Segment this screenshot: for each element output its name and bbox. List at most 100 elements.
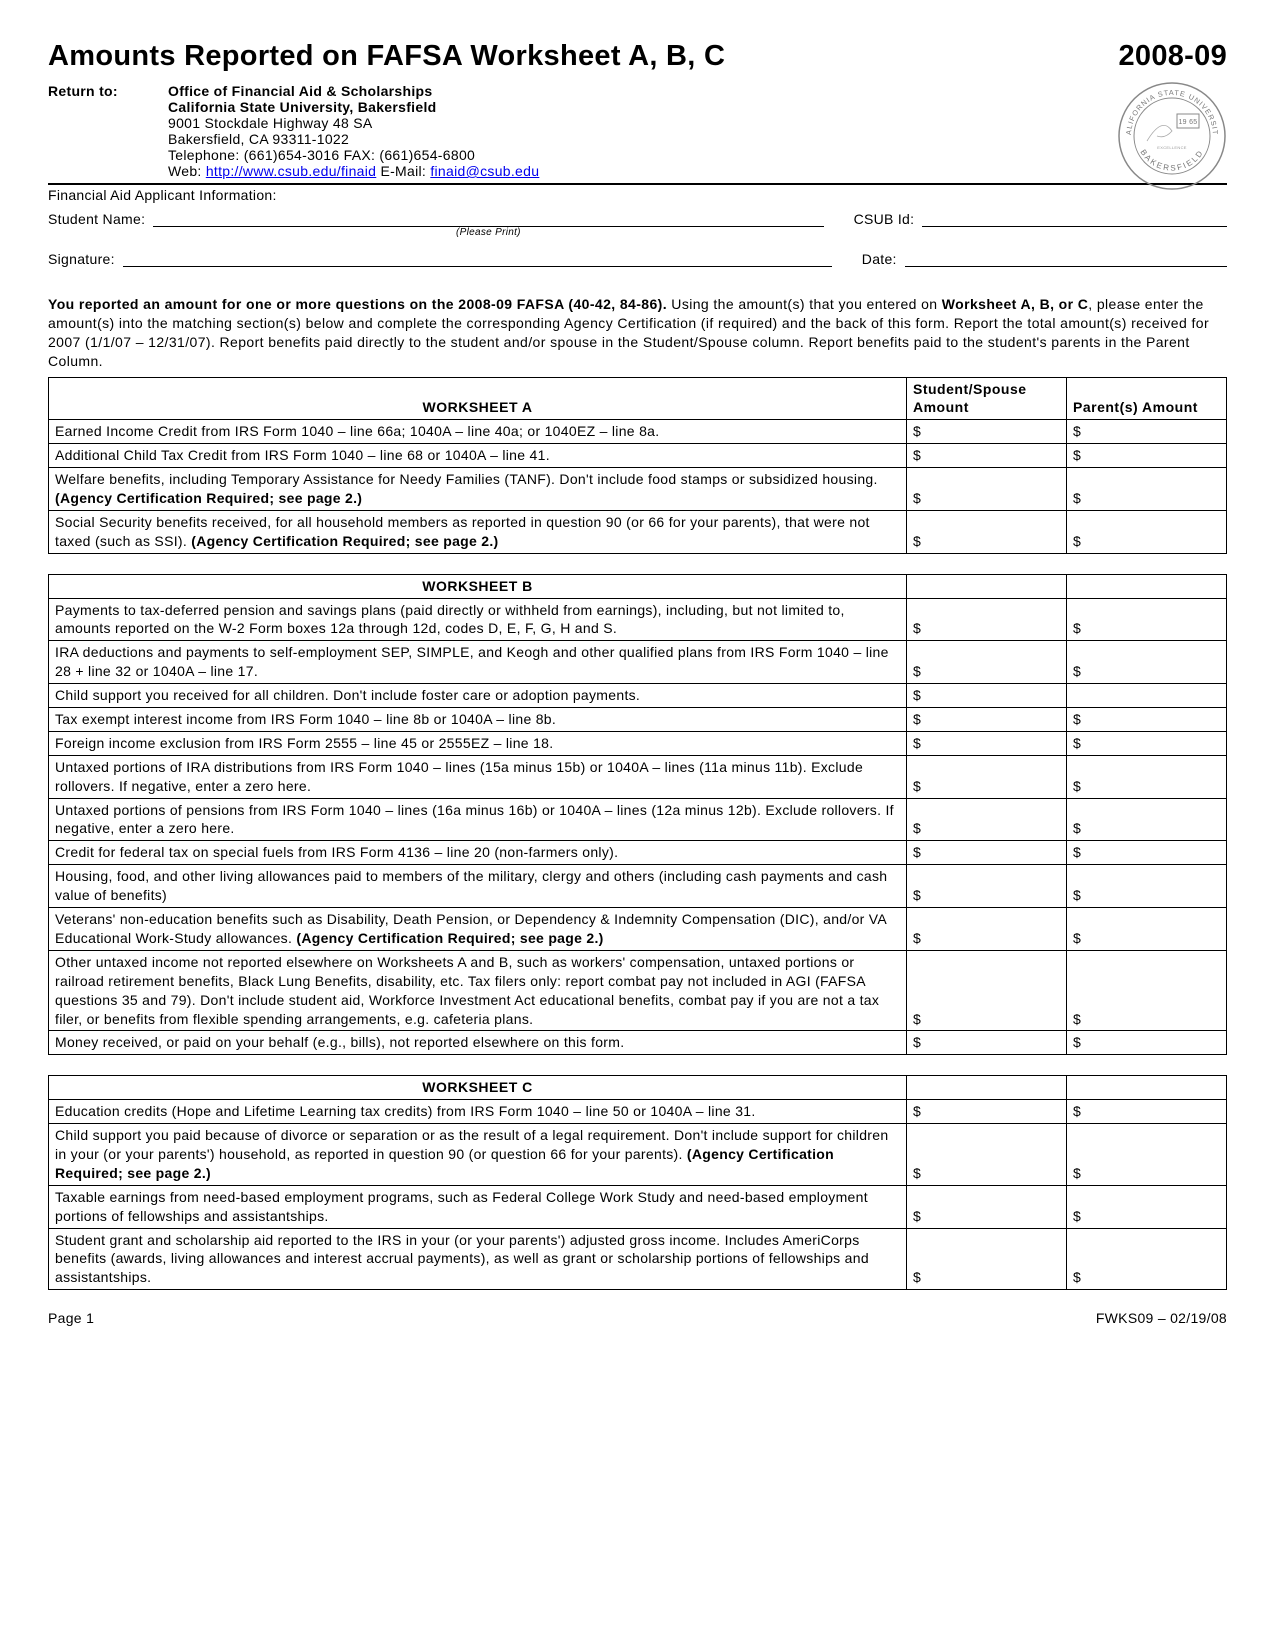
- student-amount-input[interactable]: $: [907, 1031, 1067, 1055]
- student-amount-input[interactable]: $: [907, 684, 1067, 708]
- row-description: Earned Income Credit from IRS Form 1040 …: [49, 420, 907, 444]
- row-description: Foreign income exclusion from IRS Form 2…: [49, 731, 907, 755]
- student-amount-input[interactable]: $: [907, 755, 1067, 798]
- return-to-block: Return to: Office of Financial Aid & Sch…: [48, 83, 1227, 179]
- parent-amount-input[interactable]: $: [1067, 1124, 1227, 1186]
- parent-amount-input[interactable]: $: [1067, 1031, 1227, 1055]
- svg-text:BAKERSFIELD: BAKERSFIELD: [1138, 148, 1205, 173]
- parent-amount-input[interactable]: $: [1067, 950, 1227, 1031]
- parent-amount-input[interactable]: $: [1067, 510, 1227, 553]
- student-name-input[interactable]: (Please Print): [153, 209, 823, 227]
- row-description: Money received, or paid on your behalf (…: [49, 1031, 907, 1055]
- row-description: Child support you received for all child…: [49, 684, 907, 708]
- parent-column-header: Parent(s) Amount: [1067, 377, 1227, 420]
- row-description: Social Security benefits received, for a…: [49, 510, 907, 553]
- signature-input[interactable]: [123, 249, 832, 267]
- table-row: Child support you received for all child…: [49, 684, 1227, 708]
- row-description: Credit for federal tax on special fuels …: [49, 841, 907, 865]
- row-description: Taxable earnings from need-based employm…: [49, 1185, 907, 1228]
- worksheet-c-title: WORKSHEET C: [49, 1076, 907, 1100]
- return-to-label: Return to:: [48, 83, 168, 99]
- student-amount-input[interactable]: $: [907, 865, 1067, 908]
- email-link[interactable]: finaid@csub.edu: [430, 163, 539, 179]
- parent-column-header: [1067, 574, 1227, 598]
- student-amount-input[interactable]: $: [907, 510, 1067, 553]
- worksheet-c-table: WORKSHEET C Education credits (Hope and …: [48, 1075, 1227, 1290]
- student-column-header: [907, 1076, 1067, 1100]
- student-amount-input[interactable]: $: [907, 598, 1067, 641]
- parent-amount-input[interactable]: $: [1067, 420, 1227, 444]
- parent-amount-input[interactable]: $: [1067, 708, 1227, 732]
- page-number: Page 1: [48, 1310, 94, 1326]
- parent-amount-input[interactable]: $: [1067, 841, 1227, 865]
- row-description: Other untaxed income not reported elsewh…: [49, 950, 907, 1031]
- parent-amount-input[interactable]: $: [1067, 468, 1227, 511]
- row-description: Tax exempt interest income from IRS Form…: [49, 708, 907, 732]
- applicant-section-label: Financial Aid Applicant Information:: [48, 187, 1227, 203]
- date-input[interactable]: [905, 249, 1227, 267]
- row-description: Additional Child Tax Credit from IRS For…: [49, 444, 907, 468]
- parent-amount-input[interactable]: $: [1067, 1228, 1227, 1290]
- student-name-label: Student Name:: [48, 211, 145, 227]
- student-amount-input[interactable]: $: [907, 731, 1067, 755]
- student-amount-input[interactable]: $: [907, 420, 1067, 444]
- parent-amount-input[interactable]: $: [1067, 1100, 1227, 1124]
- student-amount-input[interactable]: $: [907, 444, 1067, 468]
- csub-id-input[interactable]: [922, 209, 1227, 227]
- row-description: Student grant and scholarship aid report…: [49, 1228, 907, 1290]
- student-amount-input[interactable]: $: [907, 798, 1067, 841]
- web-label: Web:: [168, 163, 206, 179]
- student-amount-input[interactable]: $: [907, 1124, 1067, 1186]
- page-title: Amounts Reported on FAFSA Worksheet A, B…: [48, 40, 725, 73]
- parent-amount-input[interactable]: $: [1067, 444, 1227, 468]
- parent-amount-input[interactable]: $: [1067, 908, 1227, 951]
- phone-fax: Telephone: (661)654-3016 FAX: (661)654-6…: [168, 147, 1227, 163]
- student-amount-input[interactable]: $: [907, 641, 1067, 684]
- student-amount-input[interactable]: $: [907, 708, 1067, 732]
- web-email-line: Web: http://www.csub.edu/finaid E-Mail: …: [168, 163, 1227, 179]
- parent-amount-input[interactable]: $: [1067, 1185, 1227, 1228]
- form-code: FWKS09 – 02/19/08: [1096, 1310, 1227, 1326]
- student-amount-input[interactable]: $: [907, 1185, 1067, 1228]
- row-description: Untaxed portions of IRA distributions fr…: [49, 755, 907, 798]
- worksheet-a-title: WORKSHEET A: [49, 377, 907, 420]
- parent-amount-input[interactable]: $: [1067, 598, 1227, 641]
- student-amount-input[interactable]: $: [907, 1100, 1067, 1124]
- parent-amount-input[interactable]: $: [1067, 731, 1227, 755]
- name-id-row: Student Name: (Please Print) CSUB Id:: [48, 209, 1227, 227]
- date-label: Date:: [862, 251, 897, 267]
- parent-amount-input[interactable]: [1067, 684, 1227, 708]
- student-amount-input[interactable]: $: [907, 841, 1067, 865]
- row-description: Veterans' non-education benefits such as…: [49, 908, 907, 951]
- instructions-bold-2: Worksheet A, B, or C: [942, 296, 1088, 312]
- table-row: Additional Child Tax Credit from IRS For…: [49, 444, 1227, 468]
- please-print-hint: (Please Print): [456, 227, 521, 238]
- row-description: Welfare benefits, including Temporary As…: [49, 468, 907, 511]
- table-row: Veterans' non-education benefits such as…: [49, 908, 1227, 951]
- parent-column-header: [1067, 1076, 1227, 1100]
- table-row: Housing, food, and other living allowanc…: [49, 865, 1227, 908]
- instructions-paragraph: You reported an amount for one or more q…: [48, 295, 1227, 371]
- parent-amount-input[interactable]: $: [1067, 755, 1227, 798]
- table-row: Untaxed portions of IRA distributions fr…: [49, 755, 1227, 798]
- address-line-2: Bakersfield, CA 93311-1022: [168, 131, 1227, 147]
- parent-amount-input[interactable]: $: [1067, 865, 1227, 908]
- student-amount-input[interactable]: $: [907, 908, 1067, 951]
- student-amount-input[interactable]: $: [907, 1228, 1067, 1290]
- student-column-header: Student/Spouse Amount: [907, 377, 1067, 420]
- table-row: Money received, or paid on your behalf (…: [49, 1031, 1227, 1055]
- table-row: Foreign income exclusion from IRS Form 2…: [49, 731, 1227, 755]
- table-header-row: WORKSHEET B: [49, 574, 1227, 598]
- signature-label: Signature:: [48, 251, 115, 267]
- student-amount-input[interactable]: $: [907, 468, 1067, 511]
- csub-id-label: CSUB Id:: [854, 211, 915, 227]
- instructions-bold-1: You reported an amount for one or more q…: [48, 296, 667, 312]
- page-footer: Page 1 FWKS09 – 02/19/08: [48, 1310, 1227, 1326]
- table-row: Social Security benefits received, for a…: [49, 510, 1227, 553]
- web-link[interactable]: http://www.csub.edu/finaid: [206, 163, 376, 179]
- student-amount-input[interactable]: $: [907, 950, 1067, 1031]
- parent-amount-input[interactable]: $: [1067, 798, 1227, 841]
- parent-amount-input[interactable]: $: [1067, 641, 1227, 684]
- row-description: Child support you paid because of divorc…: [49, 1124, 907, 1186]
- worksheet-b-table: WORKSHEET B Payments to tax-deferred pen…: [48, 574, 1227, 1056]
